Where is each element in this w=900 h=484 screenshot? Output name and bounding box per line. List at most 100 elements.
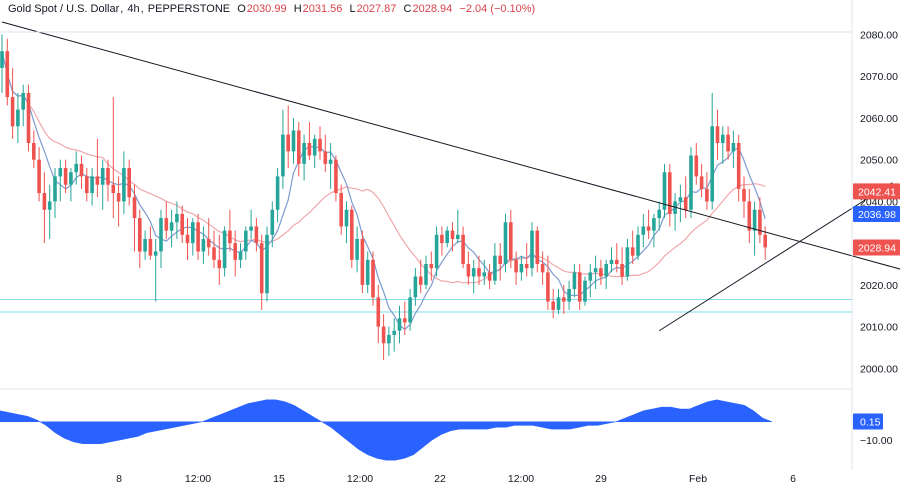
candle[interactable] [583,276,587,306]
candle[interactable] [408,289,412,331]
candle[interactable] [450,222,455,252]
candle[interactable] [736,134,741,202]
candle[interactable] [233,230,237,277]
candle[interactable] [138,209,142,269]
candle[interactable] [328,143,333,189]
candle[interactable] [493,243,497,285]
candle[interactable] [148,226,153,260]
candle[interactable] [424,255,428,290]
candle[interactable] [323,134,328,173]
candle[interactable] [153,238,158,302]
candles[interactable] [0,34,767,360]
candle[interactable] [122,151,126,214]
candle[interactable] [519,255,524,281]
candle[interactable] [175,201,179,239]
candle[interactable] [434,226,439,277]
candle[interactable] [26,84,31,152]
candle[interactable] [487,264,492,290]
candle[interactable] [641,213,646,248]
trendline-descending[interactable] [1,21,900,293]
candle[interactable] [201,226,206,264]
candle[interactable] [116,176,121,227]
candle[interactable] [445,226,449,248]
candle[interactable] [397,305,402,344]
candle[interactable] [254,218,259,252]
candle[interactable] [111,97,116,219]
trendlines[interactable] [1,21,900,332]
candle[interactable] [355,226,359,273]
candle[interactable] [350,205,354,269]
candle[interactable] [259,234,264,310]
candle[interactable] [100,159,105,210]
candle[interactable] [440,226,444,256]
candle[interactable] [514,251,518,285]
candle[interactable] [387,326,391,356]
candle[interactable] [588,264,593,298]
candle[interactable] [699,163,704,198]
candle[interactable] [556,289,561,315]
candle[interactable] [625,238,630,281]
candle[interactable] [265,226,269,302]
candle[interactable] [593,255,598,290]
candle[interactable] [509,209,513,269]
candle[interactable] [392,318,396,352]
candle[interactable] [238,243,243,269]
candle[interactable] [143,230,147,260]
candle[interactable] [90,168,94,206]
candle[interactable] [540,251,545,285]
candle[interactable] [297,122,301,177]
candle[interactable] [609,247,614,273]
candle[interactable] [403,301,407,335]
candle[interactable] [413,268,418,306]
candle[interactable] [562,284,566,315]
candle[interactable] [21,84,25,127]
candle[interactable] [630,230,635,264]
candle[interactable] [196,213,200,260]
candle[interactable] [185,218,190,260]
candle[interactable] [747,188,752,244]
candle[interactable] [572,264,577,298]
candle[interactable] [344,201,349,244]
candle[interactable] [742,176,746,219]
candle[interactable] [371,251,375,306]
candle[interactable] [577,264,582,310]
candle[interactable] [47,184,52,239]
candle[interactable] [307,122,312,160]
candle[interactable] [228,209,232,252]
candle[interactable] [275,168,280,223]
candle[interactable] [530,222,534,277]
candle[interactable] [244,226,248,260]
candle[interactable] [646,209,651,239]
candle[interactable] [477,255,481,285]
candle[interactable] [524,243,529,277]
candle[interactable] [217,234,222,285]
candle[interactable] [715,109,720,160]
candle[interactable] [249,209,253,239]
candle[interactable] [456,209,460,244]
candle[interactable] [164,201,169,239]
candle[interactable] [10,67,15,139]
candle[interactable] [721,126,725,164]
candle[interactable] [74,151,78,185]
candle[interactable] [360,230,365,294]
candle[interactable] [461,226,465,269]
candle[interactable] [482,259,487,285]
candle[interactable] [180,205,184,244]
candle[interactable] [503,213,508,273]
candle[interactable] [657,201,661,231]
candle[interactable] [16,92,20,143]
price-axis[interactable]: 2000.002010.002020.002030.002040.002050.… [0,0,898,470]
candle[interactable] [79,155,84,189]
candle[interactable] [5,38,10,106]
candle[interactable] [169,209,174,248]
candle[interactable] [726,126,730,160]
candle[interactable] [69,168,73,202]
candle[interactable] [206,218,211,256]
candle[interactable] [731,130,736,169]
candle[interactable] [673,193,677,231]
candle[interactable] [466,251,471,285]
candle[interactable] [418,259,423,294]
candle[interactable] [365,251,370,294]
candle[interactable] [604,259,608,290]
